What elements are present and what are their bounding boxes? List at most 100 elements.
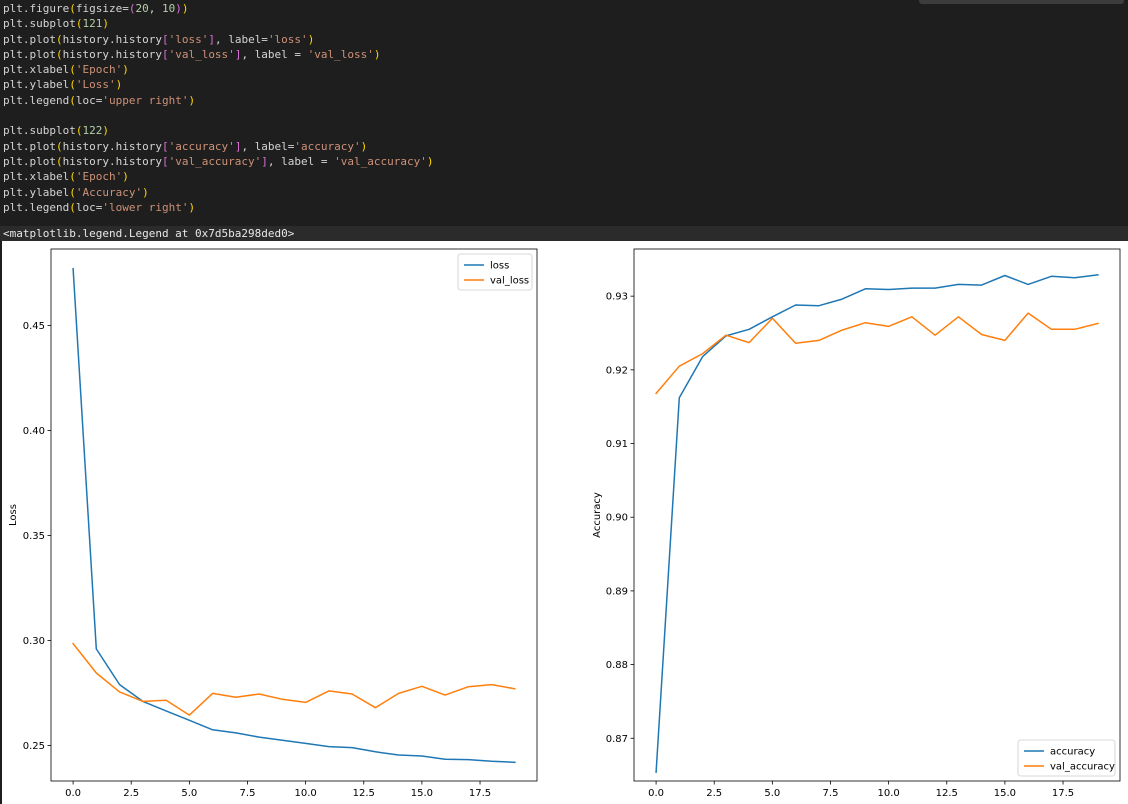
legend: accuracy val_accuracy xyxy=(1017,739,1116,777)
code-token: ) xyxy=(307,32,315,46)
code-token: loc= xyxy=(75,200,103,214)
x-tick-label: 17.5 xyxy=(1052,788,1074,799)
code-token: ( xyxy=(69,170,76,184)
axes-frame xyxy=(633,248,1121,782)
x-tick-label: 10.0 xyxy=(294,788,316,799)
code-token: ( xyxy=(69,63,76,77)
x-tick-label: 2.5 xyxy=(706,788,722,799)
y-tick-label: 0.92 xyxy=(606,365,628,376)
code-token: ) xyxy=(181,2,189,15)
code-token: ) xyxy=(373,47,381,61)
x-tick-label: 2.5 xyxy=(123,788,139,799)
series-line-val_loss xyxy=(72,642,516,716)
x-tick-label: 12.5 xyxy=(353,788,375,799)
code-token: ) xyxy=(188,200,196,214)
legend-label: loss xyxy=(490,261,509,272)
code-token: plt.xlabel xyxy=(3,170,70,184)
code-token: , xyxy=(148,2,162,15)
y-tick-label: 0.87 xyxy=(606,734,628,745)
x-tick-label: 12.5 xyxy=(936,788,958,799)
y-tick-label: 0.88 xyxy=(606,660,628,671)
series-line-accuracy xyxy=(655,273,1099,773)
code-token: ) xyxy=(102,17,109,31)
y-axis-label: Loss xyxy=(8,504,19,526)
code-line: plt.plot(history.history[ 'accuracy'], la… xyxy=(3,139,1128,154)
code-line: plt.ylabel('Accuracy') xyxy=(3,185,1128,200)
code-token: ( xyxy=(69,78,76,92)
legend-label: accuracy xyxy=(1050,747,1095,758)
code-token: ( xyxy=(55,32,63,46)
code-token: ) xyxy=(102,124,109,138)
code-token: plt.legend xyxy=(3,93,70,107)
code-token: ( xyxy=(55,139,63,153)
cell-toolbar[interactable] xyxy=(919,0,1124,4)
code-line: plt.xlabel('Epoch') xyxy=(3,62,1128,77)
axes-frame xyxy=(50,248,538,782)
code-line: plt.legend(loc='upper right') xyxy=(3,93,1128,108)
code-token: [ xyxy=(161,47,169,61)
code-line: plt.plot(history.history['val_loss'], la… xyxy=(3,47,1128,62)
y-tick-label: 0.90 xyxy=(606,513,628,524)
x-tick-label: 15.0 xyxy=(994,788,1016,799)
figure-canvas: 0.0 2.5 5.0 7.5 10.0 12.5 15.0 17.5 0.25 0.30 0.35… xyxy=(8,248,1121,799)
y-tick-label: 0.25 xyxy=(23,741,45,752)
code-token: ] xyxy=(234,139,242,153)
code-token: ) xyxy=(175,2,182,15)
code-token: 'val_accuracy' xyxy=(168,154,262,168)
code-token: ( xyxy=(69,200,76,214)
code-token: ) xyxy=(115,78,123,92)
code-cell-editor[interactable]: plt.figure(figsize=(20, 10)) plt.subplot(… xyxy=(0,0,1128,221)
code-line: plt.figure(figsize=(20, 10)) xyxy=(3,1,1128,16)
code-token: plt.subplot xyxy=(3,124,76,138)
code-token: ( xyxy=(75,17,83,31)
code-token: history.history xyxy=(62,32,162,46)
code-token: figsize= xyxy=(75,2,129,15)
code-token: plt.plot xyxy=(3,154,56,168)
x-tick-label: 17.5 xyxy=(469,788,491,799)
code-token: 'loss' xyxy=(267,32,308,46)
cell-gutter xyxy=(0,241,2,804)
code-token: ( xyxy=(69,2,76,15)
code-token: [ xyxy=(161,139,169,153)
code-token: , label= xyxy=(241,139,295,153)
x-tick-label: 5.0 xyxy=(764,788,780,799)
code-token: plt.plot xyxy=(3,139,56,153)
code-token: 'lower right' xyxy=(102,200,189,214)
legend-label: val_accuracy xyxy=(1050,762,1115,773)
code-line: plt.plot(history.history['val_accuracy']… xyxy=(3,154,1128,169)
code-token: ] xyxy=(234,47,242,61)
code-token: 121 xyxy=(82,17,103,31)
code-line: plt.subplot(121) xyxy=(3,16,1128,31)
code-token: , label = xyxy=(241,47,308,61)
code-token: 'accuracy' xyxy=(294,139,361,153)
code-token: 'upper right' xyxy=(102,93,189,107)
code-line: plt.subplot(122) xyxy=(3,123,1128,138)
code-token: 'Epoch' xyxy=(75,63,123,77)
cell-output-text: <matplotlib.legend.Legend at 0x7d5ba298d… xyxy=(0,226,1128,241)
y-tick-label: 0.45 xyxy=(23,321,45,332)
code-token: ( xyxy=(75,124,83,138)
subplot-1: 0.0 2.5 5.0 7.5 10.0 12.5 15.0 17.5 0.25 0.30 0.35… xyxy=(8,248,538,799)
code-token: 'val_loss' xyxy=(168,47,235,61)
series-line-val_accuracy xyxy=(655,312,1099,395)
output-repr-text: <matplotlib.legend.Legend at 0x7d5ba298d… xyxy=(3,227,295,240)
x-tick-label: 7.5 xyxy=(823,788,839,799)
code-token: ( xyxy=(69,93,76,107)
code-token: plt.ylabel xyxy=(3,185,70,199)
output-figure: 0.0 2.5 5.0 7.5 10.0 12.5 15.0 17.5 0.25 0.30 0.35… xyxy=(0,241,1128,804)
code-token: plt.plot xyxy=(3,47,56,61)
legend-label: val_loss xyxy=(490,276,529,287)
y-tick-label: 0.91 xyxy=(606,439,628,450)
code-token: 'val_loss' xyxy=(307,47,374,61)
code-token: history.history xyxy=(62,139,162,153)
code-token: ] xyxy=(208,32,215,46)
code-token: plt.plot xyxy=(3,32,56,46)
code-token: ) xyxy=(122,63,129,77)
code-token: 'Epoch' xyxy=(75,170,123,184)
subplot-2: 0.0 2.5 5.0 7.5 10.0 12.5 15.0 17.5 0.87 0.88 0.89… xyxy=(592,248,1121,799)
y-tick-label: 0.89 xyxy=(606,586,628,597)
code-token: 'Loss' xyxy=(75,78,116,92)
code-token: [ xyxy=(161,32,169,46)
legend-box xyxy=(1017,739,1116,777)
code-token: ) xyxy=(188,93,196,107)
